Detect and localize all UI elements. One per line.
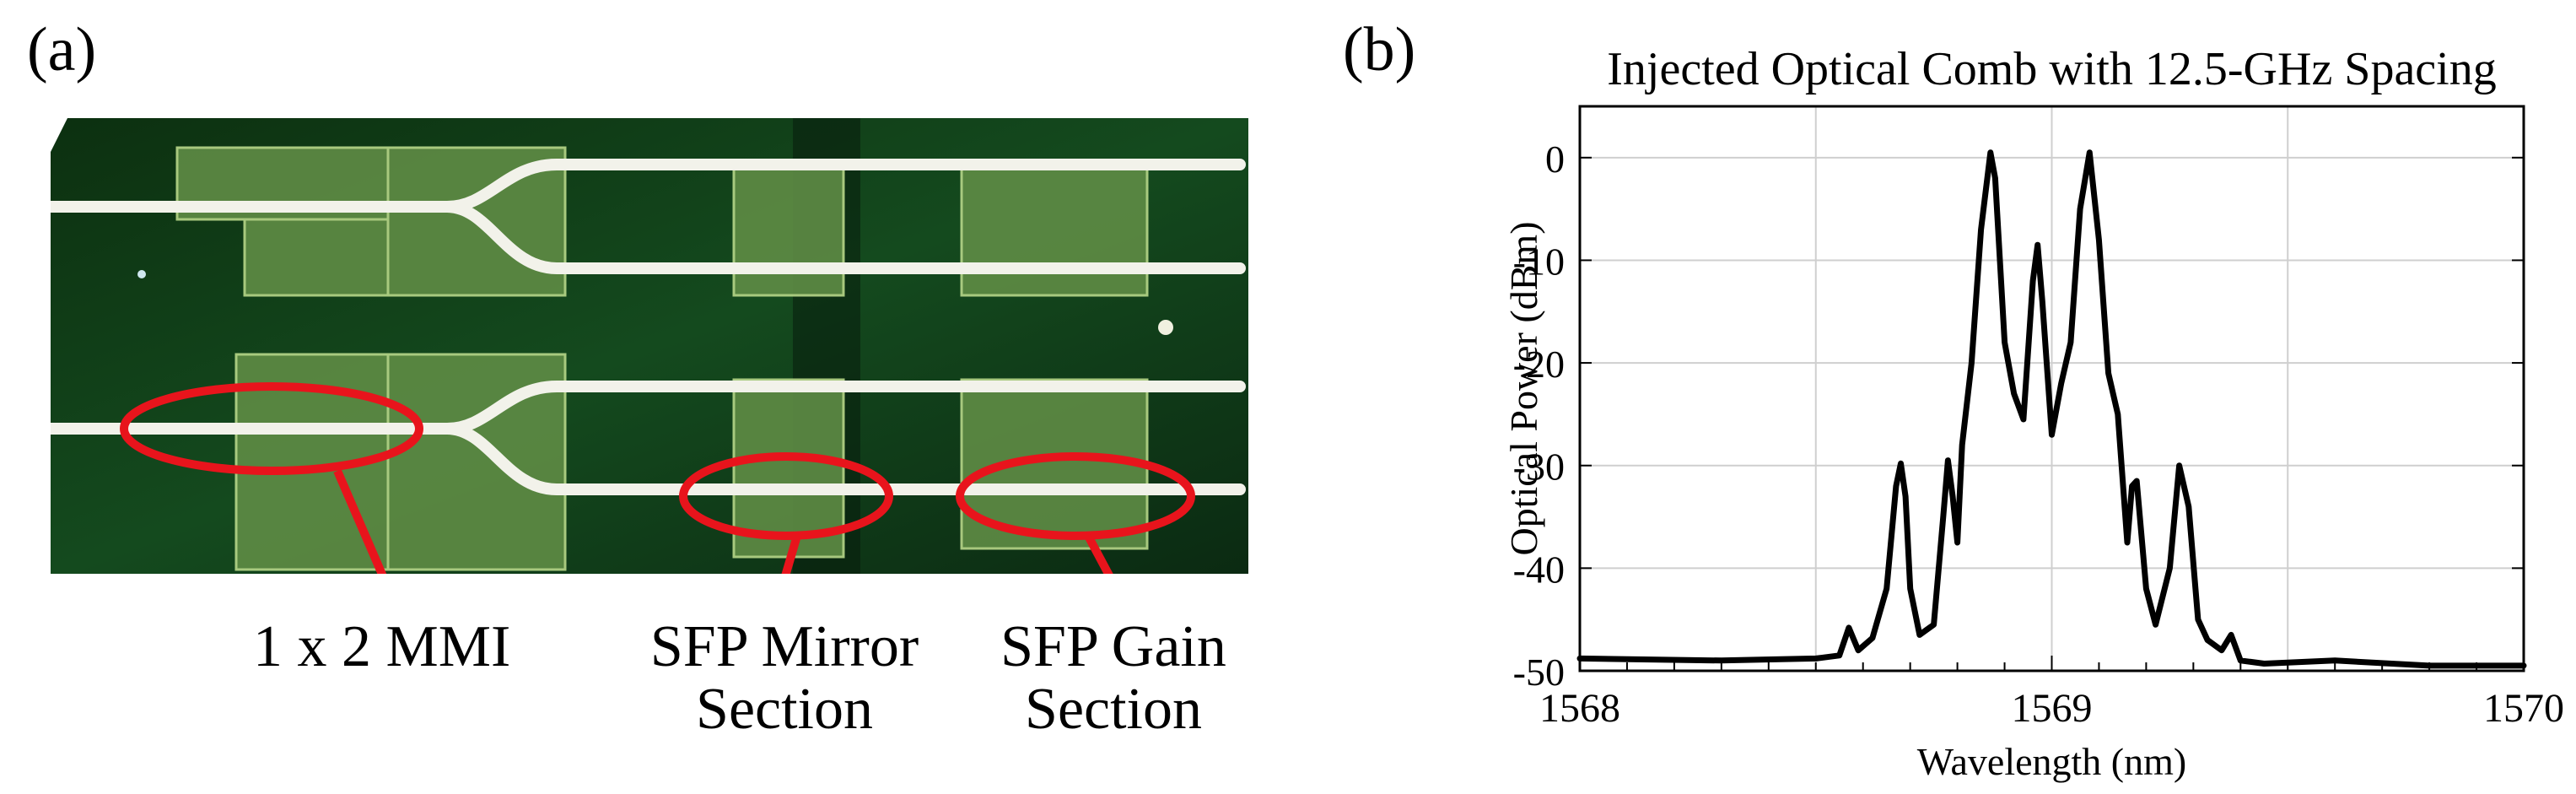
waveguide-bottom-lower [441,423,1246,495]
pad [732,378,845,559]
pad [732,167,845,297]
debris-dot [137,270,146,278]
pad [243,218,390,297]
mmi-label: 1 x 2 MMI [253,614,511,679]
x-axis-label: Wavelength (nm) [1917,740,2186,783]
panel-b-label: (b) [1343,15,1416,84]
y-tick-label: -50 [1513,651,1565,694]
mmi-highlight [120,382,423,475]
chart-title: Injected Optical Comb with 12.5-GHz Spac… [1607,43,2496,95]
series-line [1576,149,2527,669]
mirror-highlight [679,452,893,540]
y-tick-label: -40 [1513,548,1565,591]
annotations [120,382,1195,574]
y-tick-label: -30 [1513,446,1565,489]
x-tick-label: 1569 [2012,686,2093,731]
mirror-pointer [781,534,801,574]
gain-label-line2: Section [1025,676,1202,742]
device-micrograph [51,118,1248,574]
gain-label-line1: SFP Gain [1000,614,1226,679]
mirror-label-line1: SFP Mirror [649,614,919,679]
debris-dot [1158,320,1173,335]
mirror-section-label: SFP Mirror Section [607,616,962,740]
waveguide-top-lower [441,201,1246,274]
waveguides [51,159,1246,495]
y-axis-label: Optical Power (dBm) [1502,221,1545,555]
y-tick-label: -20 [1513,343,1565,386]
gain-section-label: SFP Gain Section [962,616,1265,740]
pad [960,167,1149,297]
y-tick-label: 0 [1545,138,1565,181]
panel-a-label: (a) [27,15,97,84]
gain-pointer [1084,533,1113,574]
x-tick-label: 1570 [2483,686,2564,731]
y-tick-label: -10 [1513,240,1565,283]
mirror-label-line2: Section [696,676,873,742]
x-tick-label: 1568 [1539,686,1620,731]
gain-highlight [956,452,1195,540]
mmi-pointer [333,469,387,574]
